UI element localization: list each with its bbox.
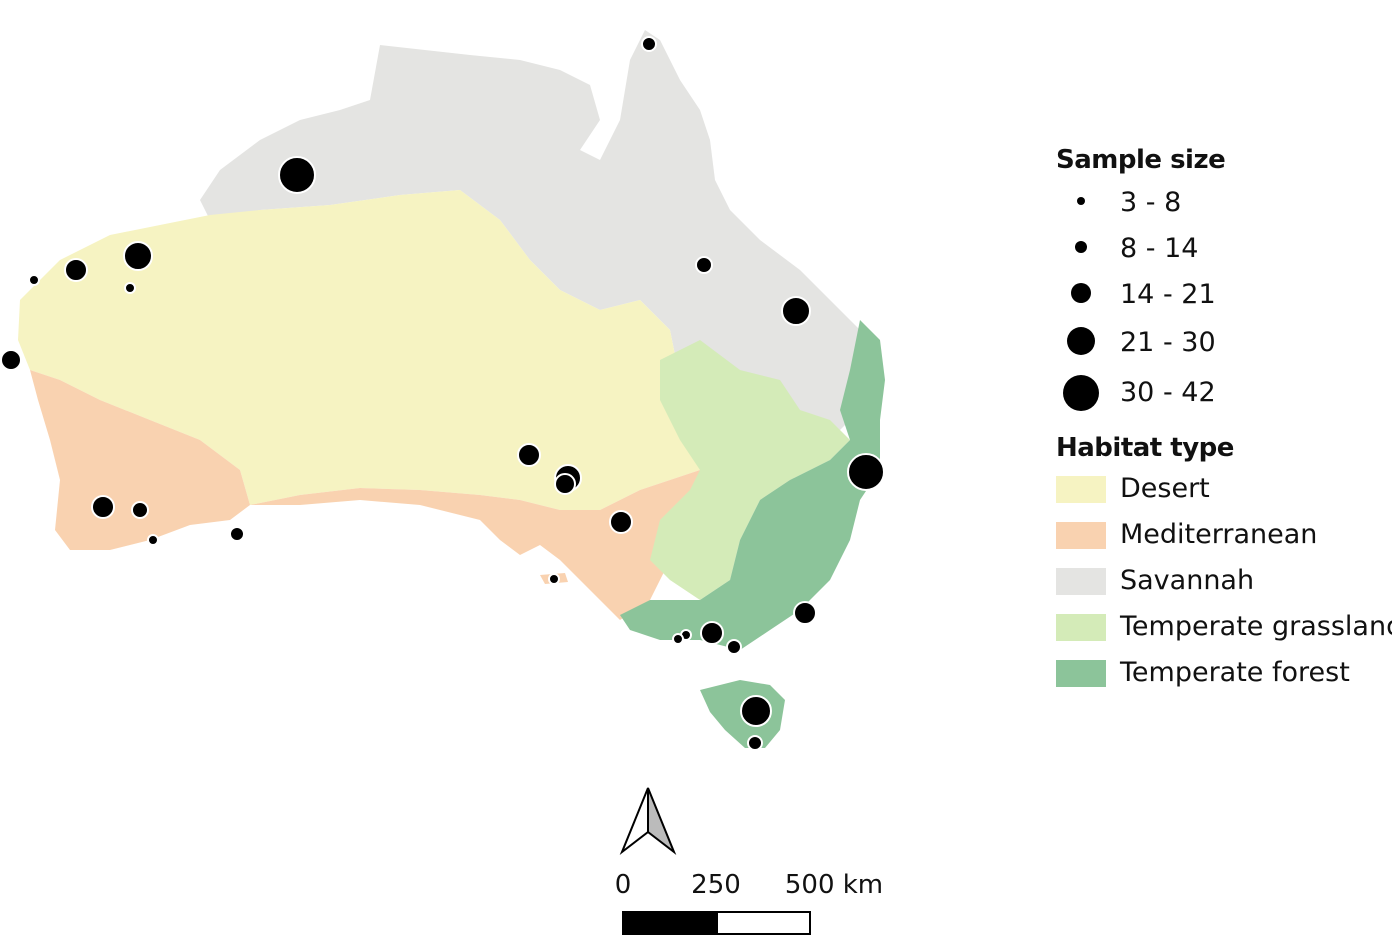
sample-site (700, 621, 724, 645)
sample-site (695, 256, 713, 274)
legend: Sample size 3 - 8 8 - 14 14 - 21 21 - 30… (1056, 140, 1392, 698)
habitat-item: Mediterranean (1056, 514, 1392, 560)
habitat-label: Temperate grassland (1120, 611, 1392, 642)
sample-site (847, 453, 885, 491)
scale-bar: 0 250 500 km (615, 870, 883, 935)
habitat-label: Mediterranean (1120, 519, 1318, 550)
scale-label-250: 250 (691, 870, 741, 900)
sample-size-item: 3 - 8 (1056, 180, 1392, 226)
habitat-item: Desert (1056, 468, 1392, 514)
habitat-item: Temperate grassland (1056, 606, 1392, 652)
sample-site (91, 495, 115, 519)
size-label: 3 - 8 (1120, 187, 1182, 218)
sample-size-title: Sample size (1056, 145, 1226, 175)
habitat-temperate-forest-east (620, 320, 885, 650)
size-symbol (1071, 283, 1091, 303)
size-symbol (1063, 375, 1099, 411)
sample-site (28, 274, 40, 286)
size-label: 14 - 21 (1120, 279, 1216, 310)
sample-site (64, 258, 88, 282)
sample-site (726, 639, 742, 655)
habitat-mediterranean-south (250, 470, 720, 620)
habitat-item: Savannah (1056, 560, 1392, 606)
size-label: 21 - 30 (1120, 327, 1216, 358)
size-symbol (1067, 327, 1095, 355)
habitat-type-title: Habitat type (1056, 433, 1234, 463)
sample-site (793, 601, 817, 625)
habitat-swatch (1056, 522, 1106, 549)
habitat-swatch (1056, 568, 1106, 595)
size-label: 30 - 42 (1120, 377, 1216, 408)
sample-site (0, 349, 22, 371)
scale-segment-black (622, 911, 718, 935)
habitat-label: Savannah (1120, 565, 1255, 596)
sample-site (124, 282, 136, 294)
sample-site (123, 241, 153, 271)
sample-site (747, 735, 763, 751)
habitat-item: Temperate forest (1056, 652, 1392, 698)
habitat-desert-region (18, 190, 700, 510)
habitat-label: Temperate forest (1120, 657, 1350, 688)
sample-site (548, 573, 560, 585)
size-symbol (1075, 241, 1087, 253)
sample-site (740, 695, 772, 727)
habitat-temperate-grassland (650, 340, 850, 600)
scale-label-0: 0 (615, 870, 632, 900)
sample-site (517, 443, 541, 467)
sample-size-item: 21 - 30 (1056, 318, 1392, 368)
sample-site (781, 296, 811, 326)
size-symbol (1077, 197, 1085, 205)
habitat-mediterranean-west (30, 370, 250, 550)
size-label: 8 - 14 (1120, 233, 1199, 264)
north-arrow-icon (619, 787, 677, 856)
sample-sites (0, 36, 885, 751)
sample-site (131, 501, 149, 519)
scale-segment-white (716, 911, 811, 935)
sample-site (229, 526, 245, 542)
sample-size-item: 8 - 14 (1056, 226, 1392, 272)
habitat-swatch (1056, 660, 1106, 687)
habitat-swatch (1056, 614, 1106, 641)
scale-label-500: 500 km (785, 870, 883, 900)
sample-site (641, 36, 657, 52)
sample-site (554, 473, 576, 495)
habitat-swatch (1056, 476, 1106, 503)
sample-site (147, 534, 159, 546)
habitat-label: Desert (1120, 473, 1210, 504)
sample-site (278, 156, 316, 194)
sample-site (609, 510, 633, 534)
sample-size-item: 14 - 21 (1056, 272, 1392, 318)
sample-size-item: 30 - 42 (1056, 368, 1392, 424)
sample-site (672, 633, 684, 645)
